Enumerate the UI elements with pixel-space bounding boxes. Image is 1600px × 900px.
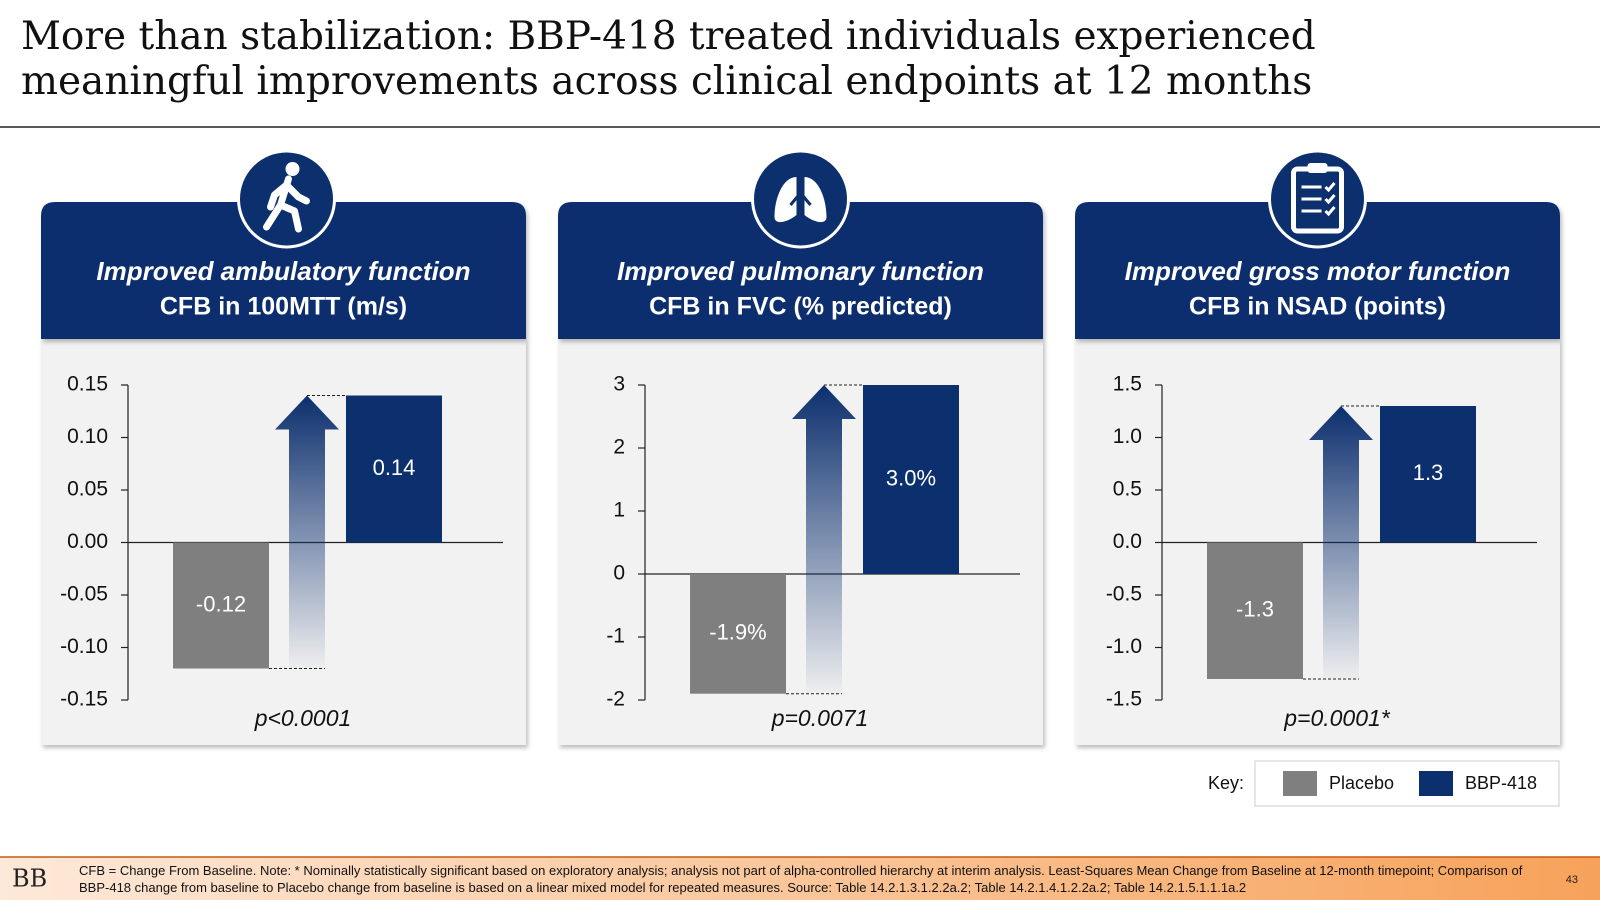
panel-subtitle: CFB in FVC (% predicted) (649, 293, 952, 321)
y-tick-label: 0.05 (67, 478, 108, 501)
legend-text: Placebo (1329, 773, 1394, 793)
icon-part (1307, 163, 1328, 173)
y-tick-label: -0.5 (1106, 583, 1142, 606)
p-value: p=0.0001* (1283, 705, 1391, 731)
icon-part (1301, 206, 1336, 217)
y-tick-label: 0.10 (67, 425, 108, 448)
improvement-arrow (792, 385, 856, 694)
footer-note: CFB = Change From Baseline. Note: * Nomi… (79, 863, 1523, 895)
panel-title: Improved gross motor function (1125, 256, 1511, 286)
icon-part (263, 175, 310, 233)
panel-header (558, 202, 1043, 339)
improvement-arrow (1309, 406, 1373, 679)
footer-band (0, 857, 1600, 900)
p-value: p=0.0071 (771, 705, 869, 731)
bar (863, 385, 959, 574)
icon-part (789, 167, 812, 206)
legend-label: Key: (1208, 773, 1244, 793)
icon (1291, 163, 1344, 234)
y-tick-label: -0.15 (60, 688, 108, 711)
y-tick-label: 3 (613, 373, 625, 396)
y-tick-label: 0.0 (1113, 530, 1142, 553)
y-tick-label: 0.5 (1113, 478, 1142, 501)
icon-part (1301, 182, 1336, 193)
value-label: 1.3 (1413, 460, 1444, 485)
y-tick-label: -0.10 (60, 635, 108, 658)
value-label: -1.9% (709, 620, 766, 645)
logo: BB (12, 865, 47, 893)
y-tick-label: -1.5 (1106, 688, 1142, 711)
icon (774, 167, 827, 223)
value-label: -1.3 (1236, 597, 1274, 622)
icon-badge (237, 149, 336, 249)
legend-text: BBP-418 (1465, 773, 1537, 793)
bar (346, 395, 442, 543)
legend-swatch (1283, 771, 1317, 796)
y-tick-label: 0 (613, 562, 625, 585)
y-tick-label: 2 (613, 436, 625, 459)
p-value: p<0.0001 (254, 705, 352, 731)
panel-header (1075, 202, 1560, 339)
panel-body (558, 339, 1043, 745)
icon (263, 162, 310, 233)
panel-subtitle: CFB in 100MTT (m/s) (160, 293, 407, 321)
y-tick-label: -1 (606, 625, 625, 648)
icon-part (285, 162, 300, 176)
value-label: 3.0% (886, 465, 936, 490)
improvement-arrow (275, 395, 339, 669)
panel-subtitle: CFB in NSAD (points) (1189, 293, 1446, 321)
slide-title: More than stabilization: BBP-418 treated… (21, 14, 1316, 104)
legend-swatch (1419, 771, 1453, 796)
page-number: 43 (1566, 874, 1578, 886)
bar (1380, 406, 1476, 543)
y-tick-label: 1.5 (1113, 373, 1142, 396)
y-tick-label: 1 (613, 499, 625, 522)
y-tick-label: 0.15 (67, 373, 108, 396)
icon-part (774, 177, 827, 223)
y-tick-label: -1.0 (1106, 635, 1142, 658)
bar (1207, 542, 1303, 679)
y-tick-label: -2 (606, 688, 625, 711)
panel-title: Improved ambulatory function (96, 256, 470, 286)
panel-header (41, 202, 526, 339)
value-label: 0.14 (373, 455, 416, 480)
bar (690, 574, 786, 694)
value-label: -0.12 (196, 591, 246, 616)
y-tick-label: 0.00 (67, 530, 108, 553)
icon-part (1301, 194, 1336, 205)
bar (173, 542, 269, 669)
icon-badge (751, 149, 850, 249)
panel-title: Improved pulmonary function (617, 256, 984, 286)
y-tick-label: -0.05 (60, 583, 108, 606)
y-tick-label: 1.0 (1113, 425, 1142, 448)
